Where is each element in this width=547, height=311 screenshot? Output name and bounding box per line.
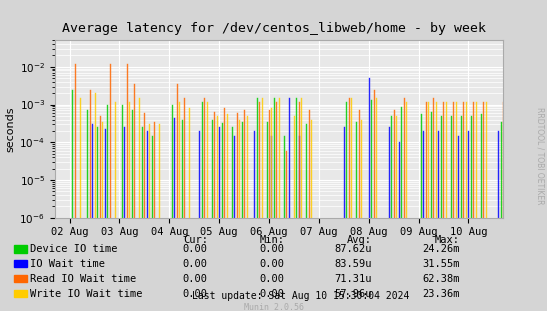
Text: Write IO Wait time: Write IO Wait time [30,289,143,299]
Text: 0.00: 0.00 [183,289,208,299]
Text: 0.00: 0.00 [259,259,284,269]
Text: Min:: Min: [259,235,284,245]
Text: 0.00: 0.00 [259,289,284,299]
Text: 0.00: 0.00 [259,244,284,254]
Text: 0.00: 0.00 [183,244,208,254]
Text: RRDTOOL / TOBI OETIKER: RRDTOOL / TOBI OETIKER [536,107,544,204]
Y-axis label: seconds: seconds [5,106,15,152]
Text: IO Wait time: IO Wait time [30,259,105,269]
Text: Read IO Wait time: Read IO Wait time [30,274,136,284]
Text: 23.36m: 23.36m [422,289,459,299]
Text: Average latency for /dev/centos_libweb/home - by week: Average latency for /dev/centos_libweb/h… [61,22,486,35]
Text: 71.31u: 71.31u [334,274,372,284]
Text: Last update: Sat Aug 10 15:30:04 2024: Last update: Sat Aug 10 15:30:04 2024 [192,291,410,301]
Text: Device IO time: Device IO time [30,244,118,254]
Text: Max:: Max: [434,235,459,245]
Text: Munin 2.0.56: Munin 2.0.56 [243,303,304,311]
Text: 24.26m: 24.26m [422,244,459,254]
Text: 83.59u: 83.59u [334,259,372,269]
Text: 0.00: 0.00 [183,274,208,284]
Text: 31.55m: 31.55m [422,259,459,269]
Text: 0.00: 0.00 [259,274,284,284]
Text: Avg:: Avg: [347,235,372,245]
Text: 57.96u: 57.96u [334,289,372,299]
Text: 62.38m: 62.38m [422,274,459,284]
Text: 87.62u: 87.62u [334,244,372,254]
Text: 0.00: 0.00 [183,259,208,269]
Text: Cur:: Cur: [183,235,208,245]
